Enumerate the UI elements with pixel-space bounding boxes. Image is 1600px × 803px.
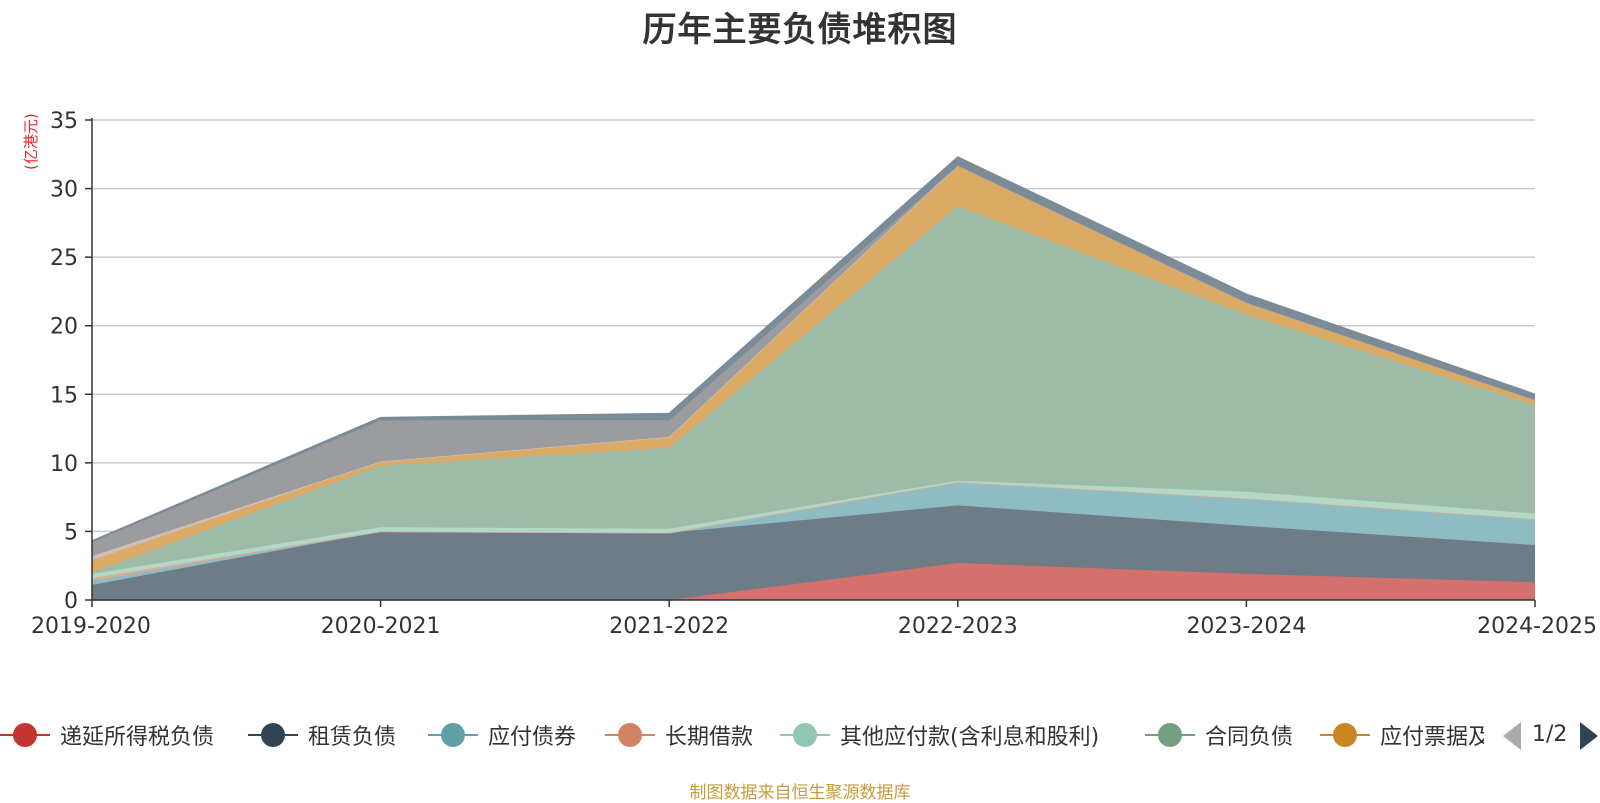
legend-next-page-icon[interactable]	[1580, 722, 1598, 750]
legend-label: 应付票据及应付账款	[1380, 725, 1484, 750]
legend-prev-page-icon[interactable]	[1503, 722, 1521, 750]
legend-label: 递延所得税负债	[60, 725, 215, 750]
y-tick-label: 15	[50, 383, 78, 408]
x-tick-label: 2021-2022	[609, 614, 729, 639]
x-tick-label: 2019-2020	[31, 614, 151, 639]
area-line-9	[91, 156, 1536, 542]
y-tick-label: 35	[50, 109, 78, 134]
chart-title: 历年主要负债堆积图	[642, 10, 958, 50]
area-series-5	[92, 206, 1535, 574]
legend-item[interactable]: 递延所得税负债	[0, 718, 214, 752]
y-tick-label: 5	[64, 520, 78, 545]
legend-item[interactable]: 应付债券	[428, 718, 576, 752]
legend-marker-icon	[1320, 720, 1370, 750]
legend-page-indicator: 1/2	[1532, 722, 1568, 747]
legend-marker-icon	[428, 720, 478, 750]
y-tick-label: 10	[50, 452, 78, 477]
x-tick-label: 2023-2024	[1186, 614, 1306, 639]
y-tick-label: 20	[50, 315, 78, 340]
y-tick-label: 25	[50, 246, 78, 271]
legend-label: 租赁负债	[308, 725, 397, 750]
area-series-1	[92, 505, 1535, 600]
area-series-2	[92, 482, 1535, 585]
legend-marker-icon	[1145, 720, 1195, 750]
y-tick-label: 30	[50, 178, 78, 203]
legend-label: 应付债券	[488, 725, 577, 750]
data-source-note: 制图数据来自恒生聚源数据库	[689, 783, 911, 803]
legend-label: 其他应付款(含利息和股利)	[840, 725, 1100, 750]
legend-label: 合同负债	[1205, 725, 1294, 750]
legend-item[interactable]: 长期借款	[605, 718, 753, 752]
legend: 递延所得税负债 租赁负债 应付债券 长期借款 其他应付款(含利息和股利) 合同负债 应付票据…	[0, 718, 1600, 752]
x-tick-label: 2024-2025	[1477, 614, 1597, 639]
legend-label: 长期借款	[665, 725, 754, 750]
legend-item[interactable]: 应付票据及应付账款	[1320, 718, 1484, 752]
x-tick-label: 2022-2023	[898, 614, 1018, 639]
legend-marker-icon	[248, 720, 298, 750]
legend-marker-icon	[605, 720, 655, 750]
x-tick-label: 2020-2021	[321, 614, 441, 639]
legend-marker-icon	[0, 720, 50, 750]
legend-item[interactable]: 其他应付款(含利息和股利)	[780, 718, 1099, 752]
area-series-4	[92, 480, 1535, 579]
legend-item[interactable]: 租赁负债	[248, 718, 396, 752]
legend-marker-icon	[780, 720, 830, 750]
legend-items: 递延所得税负债 租赁负债 应付债券 长期借款 其他应付款(含利息和股利) 合同负债 应付票据…	[0, 718, 1484, 752]
legend-item[interactable]: 合同负债	[1145, 718, 1293, 752]
y-tick-label: 0	[64, 589, 78, 614]
